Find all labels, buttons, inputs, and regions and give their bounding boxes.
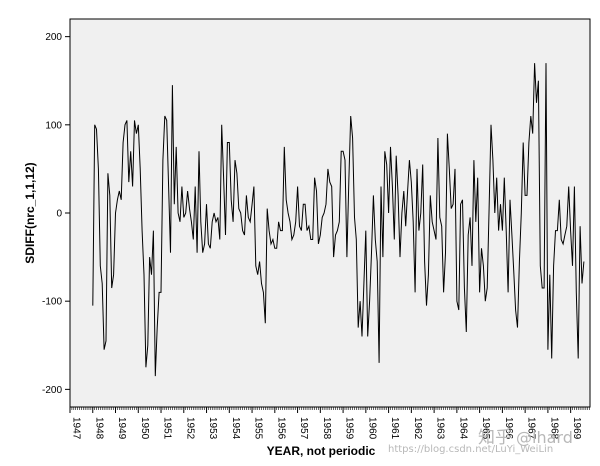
- x-tick-label: 1963: [435, 417, 446, 440]
- y-axis: -200 -100 0 100 200: [42, 32, 70, 396]
- x-tick-label: 1957: [298, 417, 309, 440]
- y-tick-label: -100: [42, 297, 62, 308]
- x-tick-label: 1947: [71, 417, 82, 440]
- watermark: https://blog.csdn.net/LuYi_WeiLin 知乎 @lh…: [388, 428, 573, 455]
- x-tick-label: 1962: [412, 417, 423, 440]
- x-tick-label: 1960: [366, 417, 377, 440]
- x-tick-label: 1948: [93, 417, 104, 440]
- x-tick-label: 1949: [116, 417, 127, 440]
- watermark-handle: @lhard: [516, 428, 573, 447]
- y-tick-label: 100: [45, 120, 62, 131]
- x-axis: 1947 1948 1949 1950 1951 1952 1953 1954 1955 1956…: [69, 407, 590, 440]
- x-tick-label: 1955: [253, 417, 264, 440]
- x-tick-label: 1959: [344, 417, 355, 440]
- watermark-url: https://blog.csdn.net/LuYi_WeiLin: [388, 444, 553, 455]
- x-tick-label: 1967: [526, 417, 537, 440]
- x-tick-label: 1951: [162, 417, 173, 440]
- series-layer: [92, 63, 585, 377]
- x-tick-label: 1965: [480, 417, 491, 440]
- y-tick-label: 0: [56, 209, 62, 220]
- x-tick-label: 1950: [139, 417, 150, 440]
- series-line: [92, 63, 585, 377]
- x-tick-label: 1958: [321, 417, 332, 440]
- x-tick-label: 1969: [571, 417, 582, 440]
- x-tick-label: 1956: [275, 417, 286, 440]
- x-tick-label: 1952: [184, 417, 195, 440]
- x-tick-label: 1954: [230, 417, 241, 440]
- x-tick-label: 1968: [548, 417, 559, 440]
- x-axis-title: YEAR, not periodic: [267, 444, 376, 458]
- x-tick-label: 1961: [389, 417, 400, 440]
- y-tick-label: -200: [42, 385, 62, 396]
- x-tick-label: 1966: [503, 417, 514, 440]
- x-tick-label: 1964: [457, 417, 468, 440]
- y-axis-title: SDIFF(nrc_1,1,12): [23, 162, 37, 263]
- x-tick-label: 1953: [207, 417, 218, 440]
- y-tick-label: 200: [45, 32, 62, 43]
- watermark-logo: 知乎: [478, 428, 512, 448]
- plot-area: [69, 18, 591, 408]
